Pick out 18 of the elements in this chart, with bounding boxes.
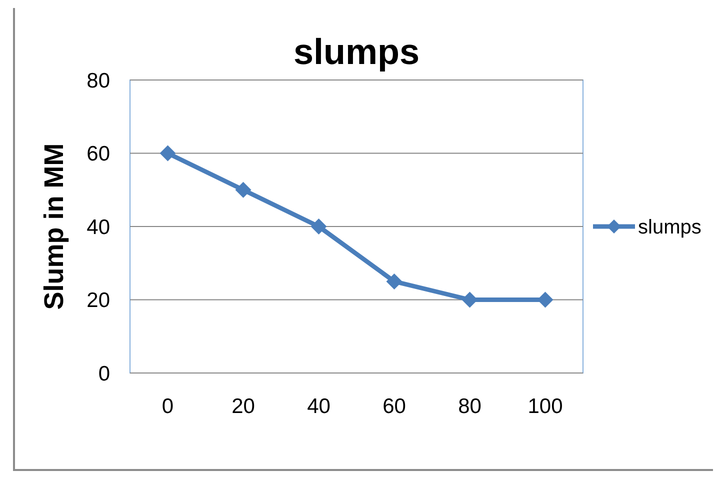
y-axis-title: Slump in MM bbox=[39, 143, 69, 310]
y-tick-label: 0 bbox=[98, 362, 110, 386]
y-tick-label: 20 bbox=[86, 289, 110, 312]
y-tick-label: 80 bbox=[86, 69, 110, 92]
point bbox=[160, 145, 176, 162]
x-tick-label: 0 bbox=[162, 395, 174, 418]
x-tick-label: 100 bbox=[528, 395, 563, 418]
chart-title: slumps bbox=[293, 31, 420, 72]
legend-label: slumps bbox=[638, 216, 702, 238]
point bbox=[386, 273, 402, 290]
x-tick-label: 80 bbox=[458, 395, 482, 418]
y-tick-label: 60 bbox=[86, 142, 110, 166]
point bbox=[310, 218, 327, 234]
point bbox=[235, 182, 252, 198]
x-tick-label: 20 bbox=[232, 395, 255, 418]
x-tick-label: 60 bbox=[382, 395, 406, 418]
x-tick-label: 40 bbox=[307, 395, 330, 418]
y-tick-label: 40 bbox=[86, 216, 110, 239]
